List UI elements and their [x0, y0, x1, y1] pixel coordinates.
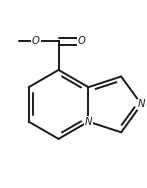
Text: N: N [85, 117, 92, 127]
Text: O: O [77, 36, 85, 46]
Text: N: N [138, 99, 145, 109]
Text: O: O [32, 36, 40, 46]
